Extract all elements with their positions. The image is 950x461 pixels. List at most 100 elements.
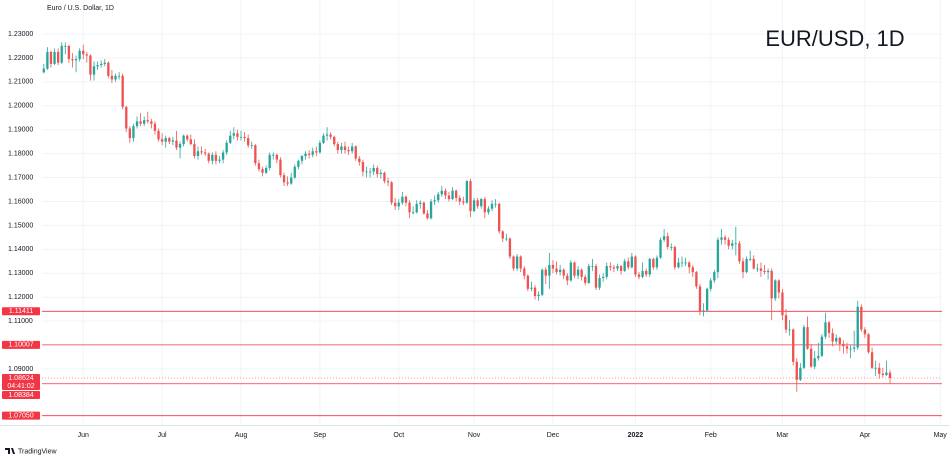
logo-icon (5, 448, 15, 454)
candle-body (670, 246, 673, 248)
candle-body (709, 280, 712, 289)
candle-body (247, 138, 250, 146)
candle-body (533, 287, 537, 297)
candle-body (243, 136, 246, 139)
candle-body (702, 310, 705, 312)
candle-body (340, 146, 343, 151)
candles (42, 42, 892, 392)
candle-body (874, 367, 877, 369)
candle-body (143, 120, 146, 124)
price-line-label: 1.08384 (8, 392, 33, 399)
candle-body (558, 269, 562, 273)
candle-body (623, 261, 626, 271)
candle-body (394, 202, 397, 207)
candle-body (426, 213, 429, 219)
x-tick-label: May (934, 432, 948, 439)
price-line-label-box (2, 307, 40, 316)
candle-body (42, 68, 45, 73)
candle-body (652, 258, 655, 268)
candle-body (440, 190, 443, 195)
candle-body (307, 153, 311, 155)
candle-body (157, 130, 160, 140)
price-line-label-box (2, 340, 40, 349)
x-tick-label: Aug (235, 432, 248, 439)
candle-body (153, 123, 157, 131)
candle-body (806, 327, 809, 349)
y-tick-label: 1.23000 (8, 31, 33, 38)
candle-body (799, 367, 802, 380)
candle-body (64, 45, 67, 47)
candle-body (512, 256, 515, 269)
candle-body (268, 154, 271, 168)
candle-body (745, 258, 748, 273)
candle-body (569, 262, 573, 281)
candle-body (544, 269, 547, 276)
candle-body (254, 145, 257, 164)
candle-body (368, 171, 372, 173)
x-tick-label: 2022 (628, 432, 644, 439)
candle-body (447, 195, 451, 200)
candle-body (451, 190, 454, 200)
candle-body (867, 334, 870, 353)
candle-body (852, 347, 856, 349)
x-tick-label: Jul (158, 432, 167, 439)
candle-body (56, 51, 60, 63)
y-tick-label: 1.21000 (8, 79, 33, 86)
candle-body (619, 266, 623, 271)
candle-body (311, 151, 314, 155)
candle-body (809, 348, 813, 367)
candle-body (781, 292, 784, 316)
candle-body (530, 287, 533, 289)
candle-body (229, 135, 232, 143)
candle-body (863, 329, 867, 335)
candle-body (587, 266, 590, 283)
candle-body (838, 337, 841, 344)
candle-body (788, 329, 791, 331)
candle-body (433, 200, 436, 202)
candle-body (505, 238, 508, 240)
candle-body (282, 175, 286, 183)
x-tick-label: Feb (705, 432, 717, 439)
candle-body (264, 167, 268, 173)
candle-body (598, 278, 601, 288)
current-price-label: 04:41:02 (7, 383, 34, 390)
candle-body (318, 142, 322, 153)
candle-body (236, 133, 239, 137)
candle-body (749, 258, 752, 260)
candle-body (845, 346, 849, 349)
candle-body (580, 269, 583, 277)
candle-body (315, 151, 318, 153)
candle-body (114, 75, 117, 80)
candle-body (817, 355, 820, 359)
candle-body (519, 256, 522, 269)
candle-body (734, 243, 737, 245)
candle-body (878, 367, 881, 374)
price-line-label: 1.07050 (8, 413, 33, 420)
candle-body (257, 163, 261, 170)
grid (42, 0, 942, 425)
candle-body (279, 159, 282, 176)
candle-body (501, 231, 504, 239)
candle-body (343, 146, 347, 151)
candle-body (756, 268, 759, 270)
candle-body (777, 280, 781, 293)
candle-body (605, 266, 608, 277)
candle-body (720, 237, 723, 240)
candle-body (487, 208, 490, 213)
candle-body (376, 167, 379, 174)
candle-body (182, 135, 185, 145)
candle-body (731, 243, 734, 246)
candle-body (132, 126, 135, 139)
labels: 1.23000 1.22000 1.21000 1.20000 1.19000 1.180… (2, 31, 947, 439)
y-tick-label: 1.19000 (8, 127, 33, 134)
candle-body (827, 322, 831, 334)
candle-body (401, 196, 404, 203)
candle-body (480, 199, 483, 207)
credit: TradingView (18, 448, 57, 455)
candle-body (601, 276, 605, 279)
price-lines (42, 310, 942, 417)
candle-body (250, 145, 253, 147)
candle-body (659, 239, 662, 258)
candle-body (662, 236, 666, 240)
candle-body (490, 203, 494, 209)
